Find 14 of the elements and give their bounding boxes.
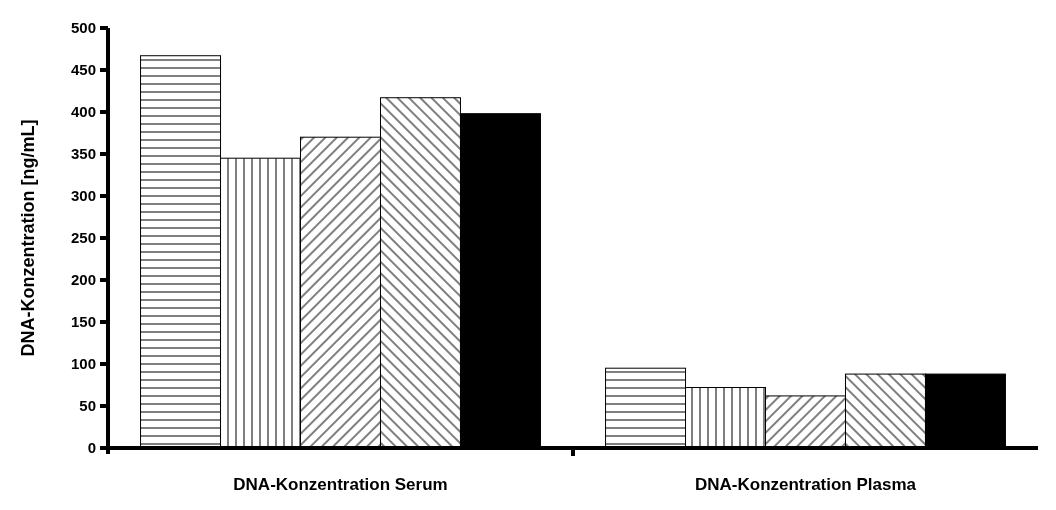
x-tick-label: DNA-Konzentration Plasma: [694, 475, 917, 494]
y-axis-title: DNA-Konzentration [ng/mL]: [18, 119, 38, 357]
y-tick-label: 350: [70, 145, 96, 163]
y-tick-label: 500: [70, 19, 96, 37]
y-tick-label: 400: [70, 103, 96, 121]
y-tick-label: 300: [70, 187, 96, 205]
y-tick-label: 450: [70, 61, 96, 79]
y-tick-label: 150: [70, 313, 96, 331]
y-tick-label: 250: [70, 229, 96, 247]
y-tick-label: 100: [70, 355, 96, 373]
y-tick-label: 50: [79, 397, 96, 415]
x-tick-label: DNA-Konzentration Serum: [233, 475, 448, 494]
y-tick-label: 0: [87, 439, 96, 457]
y-tick-label: 200: [70, 271, 96, 289]
